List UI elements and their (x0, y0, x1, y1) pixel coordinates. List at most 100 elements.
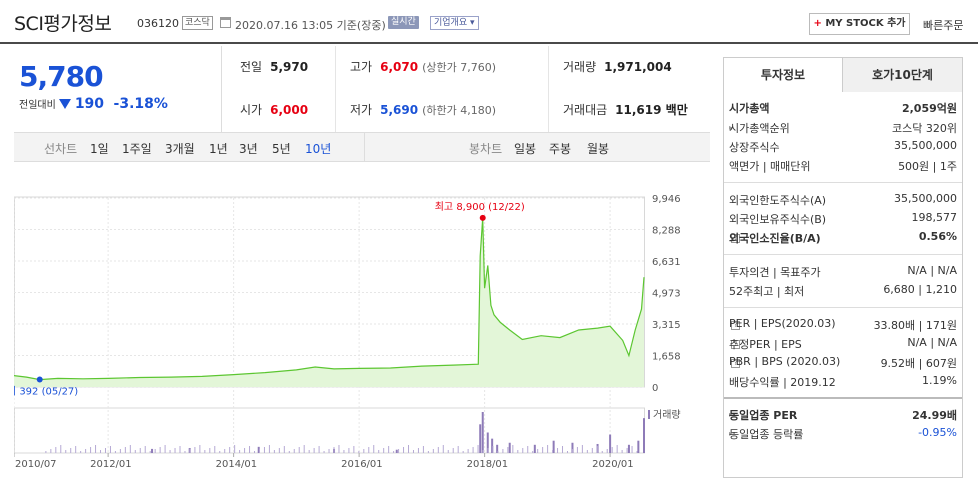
volume-bar (283, 446, 285, 453)
volume-bar (581, 445, 583, 453)
volume-bar (383, 448, 385, 453)
volume-bar (179, 446, 181, 453)
volume-bar (606, 449, 608, 453)
info-key: PBR | BPS (2020.03) (729, 355, 841, 368)
help-icon[interactable]: ? (731, 321, 740, 330)
info-value: 코스닥 320위 (892, 122, 957, 135)
volume-bar (104, 448, 106, 453)
chart-period-tabs: 선차트 1일 1주일 3개월 1년 3년 5년 10년 봉차트 일봉 주봉 월봉 (14, 132, 710, 162)
tab-1d[interactable]: 1일 (90, 142, 109, 156)
quick-order-link[interactable]: 빠른주문 (923, 19, 964, 32)
tab-5y[interactable]: 5년 (272, 142, 291, 156)
volume-bar (214, 446, 216, 453)
volume-bar (621, 450, 623, 453)
change-percent: -3.18% (113, 96, 168, 112)
realtime-badge[interactable]: 실시간 (388, 16, 419, 29)
volume-bar (254, 451, 256, 453)
info-key: 추정PER | EPS (729, 338, 802, 351)
volume-bar (139, 448, 141, 453)
x-tick-label: 2012/01 (90, 459, 132, 470)
low-annotation: 최저 392 (05/27) (14, 386, 78, 398)
price-line (14, 217, 645, 381)
volume-bar (491, 438, 494, 453)
lower-limit: (하한가 4,180) (422, 104, 496, 117)
investment-info-panel: 투자정보 호가10단계 시가총액 2,059억원 시가총액순위 ▸ 코스닥 320위 상… (723, 57, 963, 478)
volume-bar (85, 449, 87, 453)
tab-10y[interactable]: 10년 (305, 142, 332, 156)
tab-orderbook[interactable]: 호가10단계 (843, 58, 962, 92)
volume-bar (502, 449, 504, 453)
divider (724, 182, 962, 183)
volume-bar (408, 445, 410, 453)
volume-bar (174, 448, 176, 453)
high-annotation: 최고 8,900 (12/22) (435, 201, 525, 213)
volume-bar (293, 449, 295, 453)
info-row: 동일업종 등락률 ▸ -0.95% (729, 426, 957, 441)
prev-close-value: 5,970 (270, 60, 309, 74)
info-row: 동일업종 PER ▸ 24.99배 (729, 407, 957, 422)
volume-bar (467, 449, 469, 453)
tab-1w[interactable]: 1주일 (122, 142, 152, 156)
info-value: 6,680 | 1,210 (883, 283, 957, 296)
volume-bar (50, 449, 52, 453)
divider (548, 46, 549, 132)
volume-bar (95, 445, 97, 453)
info-key[interactable]: 시가총액순위 (729, 122, 790, 135)
help-icon[interactable]: ? (731, 340, 740, 349)
volume-bar (273, 450, 275, 453)
volume-bar (611, 447, 613, 453)
help-icon[interactable]: ? (731, 234, 740, 243)
volume-bar (497, 451, 499, 453)
volume-bar (417, 448, 419, 453)
volume-bar (90, 447, 92, 453)
volume-bar (288, 451, 290, 453)
volume-bar (557, 448, 559, 453)
volume-bar (234, 445, 236, 453)
volume-bar (496, 444, 499, 453)
info-value: 35,500,000 (894, 192, 957, 205)
volume-bar (452, 448, 454, 453)
chevron-right-icon[interactable]: ▸ (729, 429, 734, 438)
volume-bar (477, 445, 479, 453)
tab-weekly[interactable]: 주봉 (549, 142, 572, 156)
volume-bar (576, 447, 578, 453)
info-key[interactable]: 동일업종 등락률 (729, 428, 804, 441)
info-value: 35,500,000 (894, 139, 957, 152)
tab-3m[interactable]: 3개월 (165, 142, 195, 156)
tab-3y[interactable]: 3년 (239, 142, 258, 156)
volume-bar (591, 448, 593, 453)
volume-bar (194, 447, 196, 453)
tab-investment-info[interactable]: 투자정보 (724, 58, 843, 92)
chevron-right-icon[interactable]: ▸ (729, 410, 734, 419)
company-overview-dropdown[interactable]: 기업개요 ▾ (430, 16, 479, 30)
volume-bar (393, 451, 395, 453)
info-value: N/A | N/A (907, 336, 957, 349)
quote-low: 저가 5,690 (하한가 4,180) (350, 101, 496, 118)
help-icon[interactable]: ? (731, 359, 740, 368)
volume-bar (437, 447, 439, 453)
volume-bar (199, 445, 201, 453)
volume-frame (14, 407, 645, 454)
add-mystock-button[interactable]: + MY STOCK 추가 (809, 13, 910, 35)
volume-bar (149, 451, 151, 453)
info-value: 500원 | 1주 (898, 160, 957, 173)
chevron-right-icon[interactable]: ▸ (729, 123, 734, 132)
volume-bar (134, 450, 136, 453)
info-key[interactable]: 동일업종 PER (729, 409, 798, 422)
amount-value: 11,619 백만 (615, 103, 688, 117)
volume-bar (472, 447, 474, 453)
volume-bar (552, 440, 555, 453)
y-tick-label: 3,315 (652, 320, 681, 331)
volume-bar (522, 448, 524, 453)
volume-bar (412, 450, 414, 453)
volume-bar (224, 449, 226, 453)
volume-label: 거래량 (563, 60, 597, 74)
calendar-icon (220, 17, 231, 28)
tab-monthly[interactable]: 월봉 (587, 142, 610, 156)
info-value: 0.56% (918, 230, 957, 243)
price-chart[interactable]: 9,946 8,288 6,631 4,973 3,315 1,658 0 2010/07 20… (14, 163, 710, 478)
divider (724, 307, 962, 308)
y-tick-label: 9,946 (652, 194, 681, 205)
tab-daily[interactable]: 일봉 (514, 142, 537, 156)
tab-1y[interactable]: 1년 (209, 142, 228, 156)
